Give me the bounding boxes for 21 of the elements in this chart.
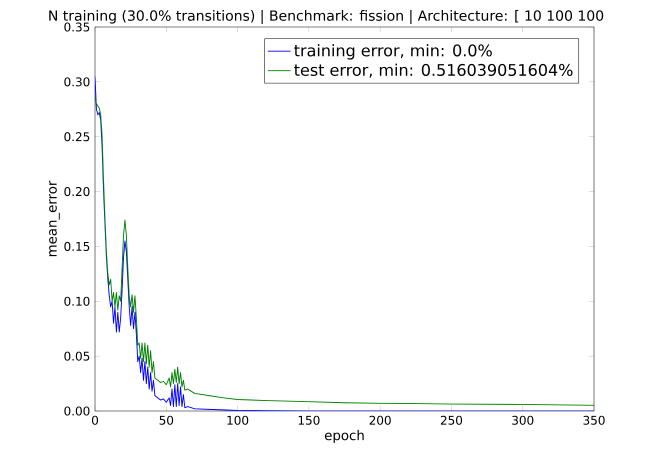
y-tick-label: 0.00 (64, 406, 90, 416)
y-tick-label: 0.25 (64, 132, 90, 142)
x-tick-label: 100 (227, 416, 248, 425)
x-tick-label: 200 (370, 416, 391, 425)
x-tick-label: 150 (298, 416, 320, 425)
y-tick-label: 0.35 (64, 22, 90, 32)
y-axis-title: mean_error (49, 180, 60, 256)
y-tick-label: 0.30 (64, 77, 90, 86)
y-tick-label: 0.15 (64, 242, 90, 251)
x-tick-label: 350 (583, 416, 605, 425)
y-tick-label: 0.20 (64, 187, 90, 196)
y-tick-label: 0.10 (64, 296, 90, 306)
chart-title: N training (30.0% transitions) | Benchmark: fission | Architecture: [ 10 100 100 (49, 10, 604, 24)
x-tick-label: 50 (160, 416, 174, 425)
x-tick-label: 300 (512, 416, 534, 425)
x-axis-title: epoch (324, 430, 364, 443)
x-tick-label: 0 (92, 416, 98, 425)
legend-label: test error, min: 0.516039051604% (294, 64, 572, 78)
legend-label: training error, min: 0.0% (294, 44, 492, 60)
y-tick-label: 0.05 (64, 352, 90, 361)
x-tick-label: 250 (440, 416, 462, 425)
